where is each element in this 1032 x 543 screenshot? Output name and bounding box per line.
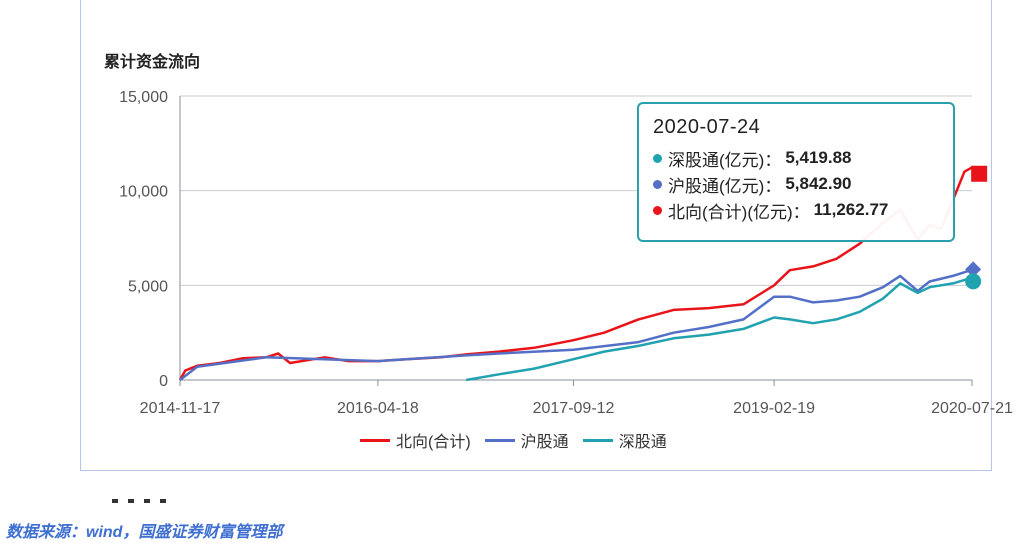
tooltip-date: 2020-07-24 [653,116,761,138]
tooltip-row-shanghai: 沪股通(亿元) ： 5,842.90 [653,171,939,197]
chart-title: 累计资金流向 [104,54,201,71]
x-tick-label-4: 2020-07-21 [931,400,1013,417]
legend-item-shanghai[interactable]: 沪股通 [484,428,569,452]
legend-label-shenzhen: 深股通 [618,434,667,451]
cropped-text-fragment [112,499,166,503]
chart-tooltip: 2020-07-24 深股通(亿元) ： 5,419.88 沪股通(亿元) ： … [637,102,955,242]
tooltip-dot-shanghai [653,179,662,189]
tooltip-sep-shenzhen: ： [764,150,782,170]
chart-frame [80,0,992,471]
x-tick-label-3: 2019-02-19 [733,400,815,417]
tooltip-value-shenzhen: 5,419.88 [785,148,852,167]
legend-swatch-shenzhen [582,438,613,442]
tooltip-dot-north [653,205,662,215]
series-line-2 [465,276,974,382]
legend-swatch-shanghai [484,438,515,442]
tooltip-value-north: 11,262.77 [813,200,889,219]
tooltip-label-north: 北向(合计)(亿元) [668,202,793,222]
x-tick-label-1: 2016-04-18 [337,400,419,417]
tooltip-sep-north: ： [792,202,810,222]
tooltip-label-shanghai: 沪股通(亿元) [668,176,765,196]
tooltip-row-shenzhen: 深股通(亿元) ： 5,419.88 [653,145,939,171]
x-tick-label-0: 2014-11-17 [140,400,221,417]
legend-item-shenzhen[interactable]: 深股通 [582,428,667,452]
legend-label-north: 北向(合计) [396,434,471,451]
y-tick-label-3: 15,000 [119,89,168,106]
end-marker-shenzhen [965,273,982,290]
line-chart: 0 5,000 10,000 15,000 2014-11-17 2016-04-18 20… [119,89,1013,417]
y-tick-label-1: 5,000 [128,278,168,295]
series-line-1 [179,268,974,381]
end-marker-shanghai [965,261,982,278]
y-tick-label-0: 0 [159,373,168,390]
y-tick-label-2: 10,000 [119,184,168,201]
legend-swatch-north [360,438,390,442]
tooltip-value-shanghai: 5,842.90 [785,174,852,193]
tooltip-label-shenzhen: 深股通(亿元) [668,150,765,170]
tooltip-sep-shanghai: ： [764,176,782,196]
legend-label-shanghai: 沪股通 [520,434,569,451]
end-marker-north [971,165,988,182]
source-note: 数据来源：wind，国盛证券财富管理部 [6,524,283,541]
legend-item-north[interactable]: 北向(合计) [360,428,471,452]
x-tick-label-2: 2017-09-12 [533,400,615,417]
tooltip-row-north: 北向(合计)(亿元) ： 11,262.77 [653,197,939,223]
chart-legend: 北向(合计) 沪股通 深股通 [360,428,667,452]
tooltip-dot-shenzhen [653,153,662,163]
